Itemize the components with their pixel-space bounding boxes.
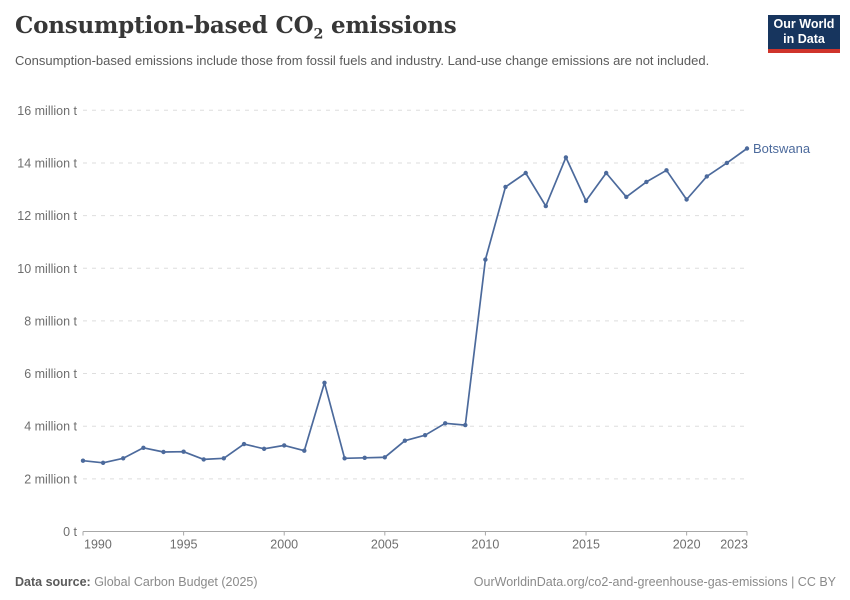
data-point [302,448,307,453]
series-label-botswana: Botswana [753,141,811,156]
data-point [201,457,206,462]
x-axis-ticks [82,531,748,536]
y-tick-label: 10 million t [17,262,77,276]
y-gridlines [83,109,747,480]
data-point [443,421,448,426]
data-source: Data source: Global Carbon Budget (2025) [15,575,258,589]
data-point [644,179,649,185]
data-point [704,174,709,179]
data-point [724,160,730,166]
title-subscript: 2 [313,26,324,43]
chart-subtitle: Consumption-based emissions include thos… [15,53,710,68]
attribution-link[interactable]: OurWorldinData.org/co2-and-greenhouse-ga… [473,575,836,589]
x-tick-label: 2023 [720,538,748,552]
title-post: emissions [323,12,457,39]
data-point [141,445,146,450]
botswana-line-series [82,147,748,464]
data-point [664,168,669,173]
y-tick-label: 2 million t [24,472,77,486]
data-point [563,155,569,160]
title-pre: Consumption-based CO [15,12,314,39]
owid-logo-line2: in Data [783,32,825,46]
x-tick-label: 1995 [170,538,198,552]
x-tick-label: 2015 [572,538,600,552]
data-point [463,422,468,428]
data-point [322,380,327,385]
data-point [503,184,508,190]
data-point [624,194,629,200]
data-point [422,433,428,438]
page-title: Consumption-based CO2 emissions [15,12,457,42]
y-tick-label: 0 t [63,525,77,539]
x-tick-label: 2020 [673,538,701,552]
data-point [684,197,689,202]
y-tick-label: 12 million t [17,209,77,223]
data-point [382,455,387,460]
data-source-value: Global Carbon Budget (2025) [90,575,258,589]
data-point [543,203,548,209]
x-tick-label: 1990 [84,538,112,552]
owid-logo[interactable]: Our World in Data [768,15,840,53]
data-point [362,455,367,460]
y-tick-label: 16 million t [17,104,77,118]
data-point [604,170,609,176]
data-point-markers [80,146,750,465]
data-point [121,456,126,461]
x-tick-label: 2000 [270,538,298,552]
data-point [161,449,166,455]
x-tick-label: 2010 [472,538,500,552]
data-point [483,257,488,262]
y-axis-labels: 0 t 2 million t 4 million t 6 million t 8 mi… [17,104,77,539]
y-tick-label: 14 million t [17,156,77,170]
data-point [100,460,106,465]
data-point [523,170,528,176]
data-point [744,146,750,151]
data-point [241,441,247,447]
owid-logo-line1: Our World [773,17,835,31]
y-tick-label: 6 million t [24,367,77,381]
y-tick-label: 4 million t [24,420,77,434]
chart-footer: Data source: Global Carbon Budget (2025)… [15,575,836,589]
data-point [402,438,408,443]
y-tick-label: 8 million t [24,314,77,328]
x-tick-label: 2005 [371,538,399,552]
data-point [221,456,226,461]
x-axis-labels: 1990 1995 2000 2005 2010 2015 2020 2023 [84,538,748,552]
data-point [80,458,86,463]
data-point [282,443,287,448]
data-source-label: Data source: [15,575,91,589]
data-point [342,456,347,461]
data-point [261,446,267,451]
data-point [181,449,186,454]
data-point [583,198,589,204]
